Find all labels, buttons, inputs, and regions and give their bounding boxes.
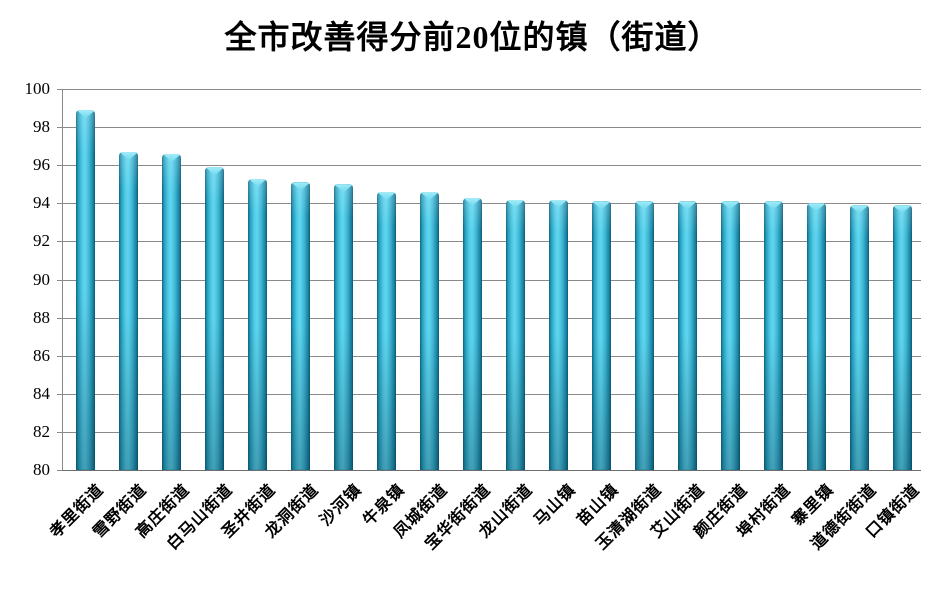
y-tick-label: 90 <box>33 269 50 289</box>
bar-top-cap <box>420 191 440 200</box>
gridline <box>62 431 921 433</box>
bar <box>548 199 568 470</box>
bar-top-cap <box>849 205 869 214</box>
y-tick-label: 94 <box>33 193 50 213</box>
y-tick-label: 98 <box>33 117 50 137</box>
y-tick-label: 92 <box>33 231 50 251</box>
y-tick-label: 100 <box>24 79 51 98</box>
y-axis-tick <box>57 241 62 243</box>
bar-top-cap <box>892 205 912 214</box>
bar <box>849 205 869 470</box>
y-tick-label: 88 <box>33 307 50 327</box>
y-tick-label: 80 <box>33 460 50 479</box>
bar <box>892 205 912 470</box>
bar <box>205 167 225 470</box>
bar <box>248 178 268 470</box>
bar <box>806 203 826 470</box>
gridline <box>62 241 921 243</box>
bar <box>119 151 139 470</box>
bar <box>463 197 483 470</box>
chart-title: 全市改善得分前20位的镇（街道） <box>224 19 721 55</box>
bar <box>291 182 311 470</box>
bar <box>763 201 783 470</box>
bar-top-cap <box>505 199 525 208</box>
y-axis-tick <box>57 470 62 471</box>
gridline <box>62 165 921 167</box>
y-axis-tick <box>57 203 62 205</box>
bar <box>162 153 182 470</box>
gridline <box>62 89 921 90</box>
y-axis-tick <box>57 317 62 319</box>
y-tick-label: 84 <box>33 383 50 403</box>
gridline <box>62 127 921 129</box>
bar-top-cap <box>634 201 654 210</box>
bar-top-cap <box>248 178 268 187</box>
x-tick-label: 沙河镇 <box>316 481 365 530</box>
bar-top-cap <box>119 151 139 160</box>
bar <box>634 201 654 470</box>
bar <box>377 191 397 470</box>
bar-top-cap <box>162 153 182 162</box>
bar-top-cap <box>291 182 311 191</box>
y-axis-tick <box>57 355 62 357</box>
bar-top-cap <box>806 203 826 212</box>
y-tick-label: 86 <box>33 345 50 365</box>
bar-top-cap <box>76 109 96 118</box>
gridline <box>62 279 921 281</box>
gridline <box>62 355 921 357</box>
gridline <box>62 203 921 205</box>
y-axis-tick <box>57 393 62 395</box>
bar <box>720 201 740 470</box>
y-axis-tick <box>57 127 62 129</box>
bar <box>76 109 96 470</box>
y-axis-tick <box>57 279 62 281</box>
y-axis-tick <box>57 89 62 90</box>
x-tick-label: 马山镇 <box>531 481 580 530</box>
bar-top-cap <box>763 201 783 210</box>
bar-top-cap <box>463 197 483 206</box>
y-axis-tick <box>57 431 62 433</box>
bar-top-cap <box>591 201 611 210</box>
y-axis-tick <box>57 165 62 167</box>
gridline <box>62 393 921 395</box>
plot-area <box>62 89 921 471</box>
bar-top-cap <box>205 167 225 176</box>
bar <box>677 201 697 470</box>
x-axis-line <box>62 470 921 471</box>
bar-top-cap <box>377 191 397 200</box>
gridline <box>62 317 921 319</box>
bar <box>505 199 525 470</box>
bar-top-cap <box>548 199 568 208</box>
bar <box>334 184 354 470</box>
bar-top-cap <box>334 184 354 193</box>
bar <box>591 201 611 470</box>
y-tick-label: 96 <box>33 155 50 175</box>
bar <box>420 191 440 470</box>
bar-top-cap <box>720 201 740 210</box>
bar-top-cap <box>677 201 697 210</box>
y-tick-label: 82 <box>33 421 50 441</box>
